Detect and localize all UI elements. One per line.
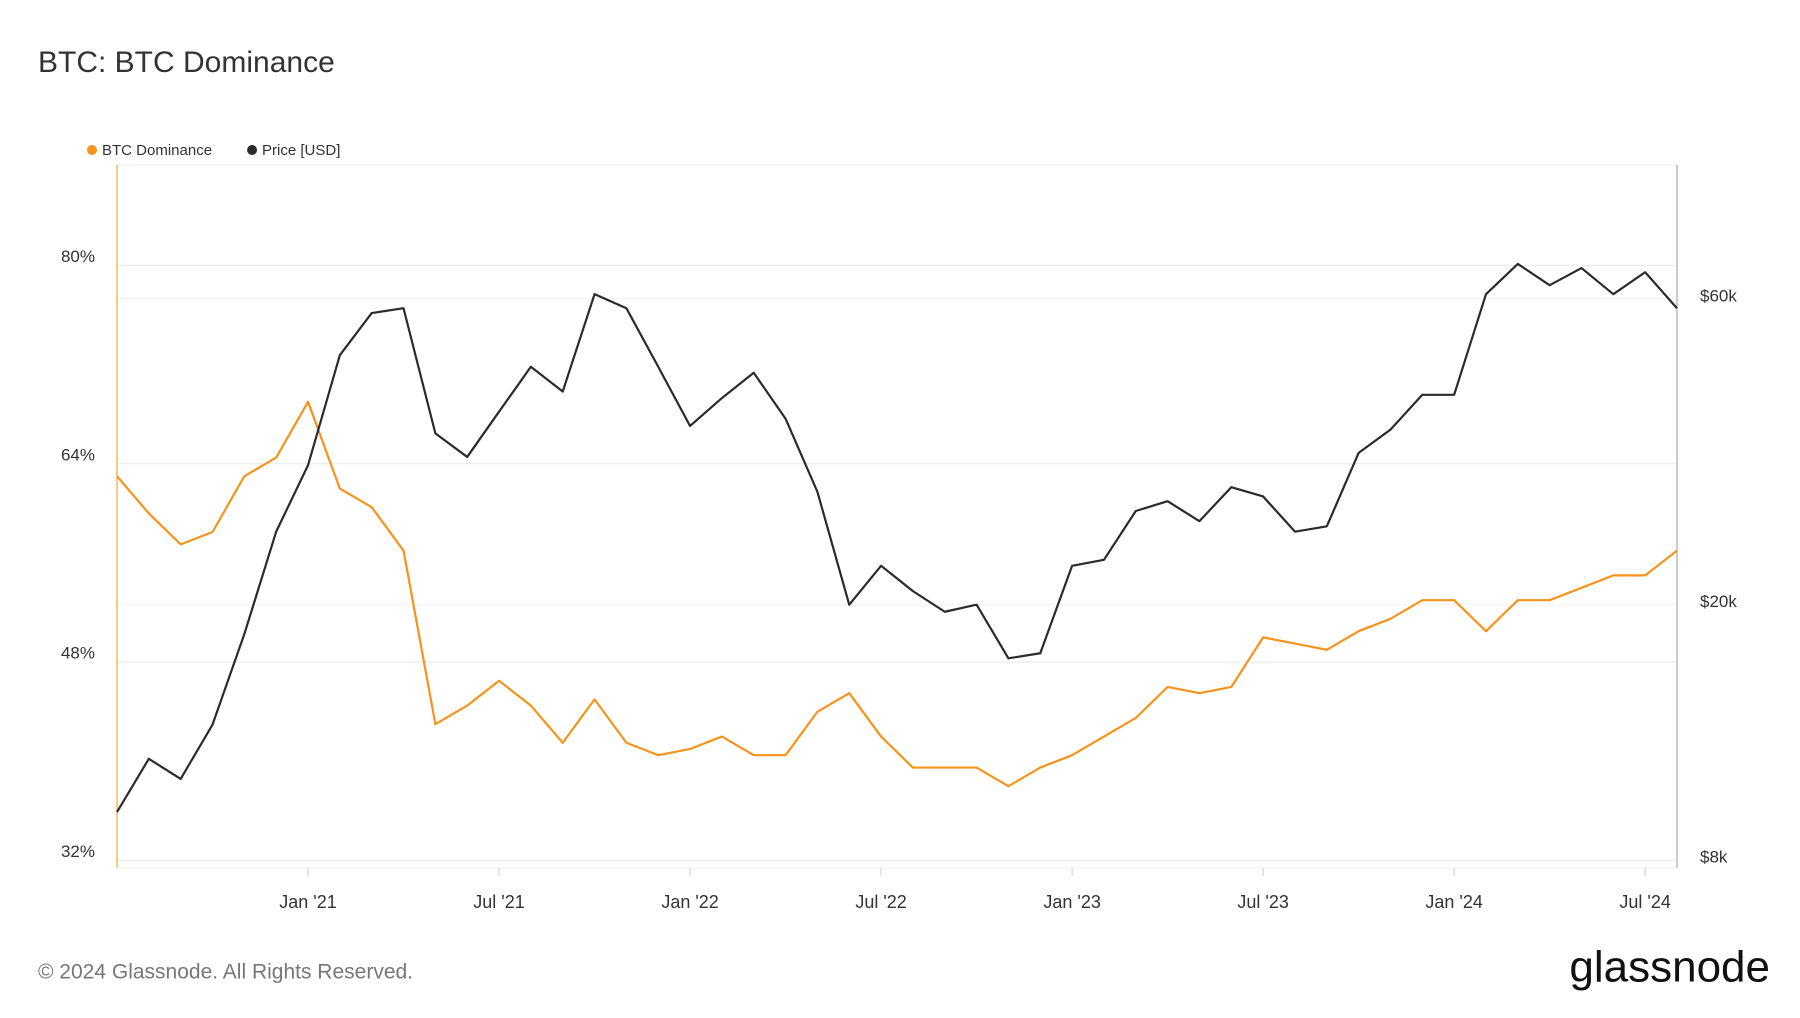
y-tick-label: 32% [61,842,95,861]
x-tick-label: Jan '21 [279,892,336,912]
brand-logo: glassnode [1569,943,1770,992]
x-tick-label: Jan '23 [1043,892,1100,912]
y2-tick-label: $8k [1700,847,1728,866]
series-line [116,262,1678,813]
x-tick-label: Jul '21 [473,892,524,912]
y-tick-label: 80% [61,247,95,266]
legend-marker [247,145,258,155]
y-tick-label: 48% [61,644,95,663]
x-tick-label: Jul '22 [855,892,906,912]
x-tick-label: Jan '22 [661,892,718,912]
series-line [116,400,1678,788]
plot-frame [116,164,1678,869]
chart-title: BTC: BTC Dominance [38,46,335,79]
y2-tick-label: $60k [1700,286,1737,305]
y2-tick-label: $20k [1700,592,1737,611]
legend-label: BTC Dominance [102,142,212,159]
footer: © 2024 Glassnode. All Rights Reserved. [38,961,413,984]
x-tick-label: Jul '24 [1619,892,1670,912]
x-tick-label: Jan '24 [1425,892,1482,912]
legend-marker [87,145,97,155]
legend-label: Price [USD] [262,142,340,159]
y-tick-label: 64% [61,445,95,464]
x-tick-label: Jul '23 [1237,892,1288,912]
